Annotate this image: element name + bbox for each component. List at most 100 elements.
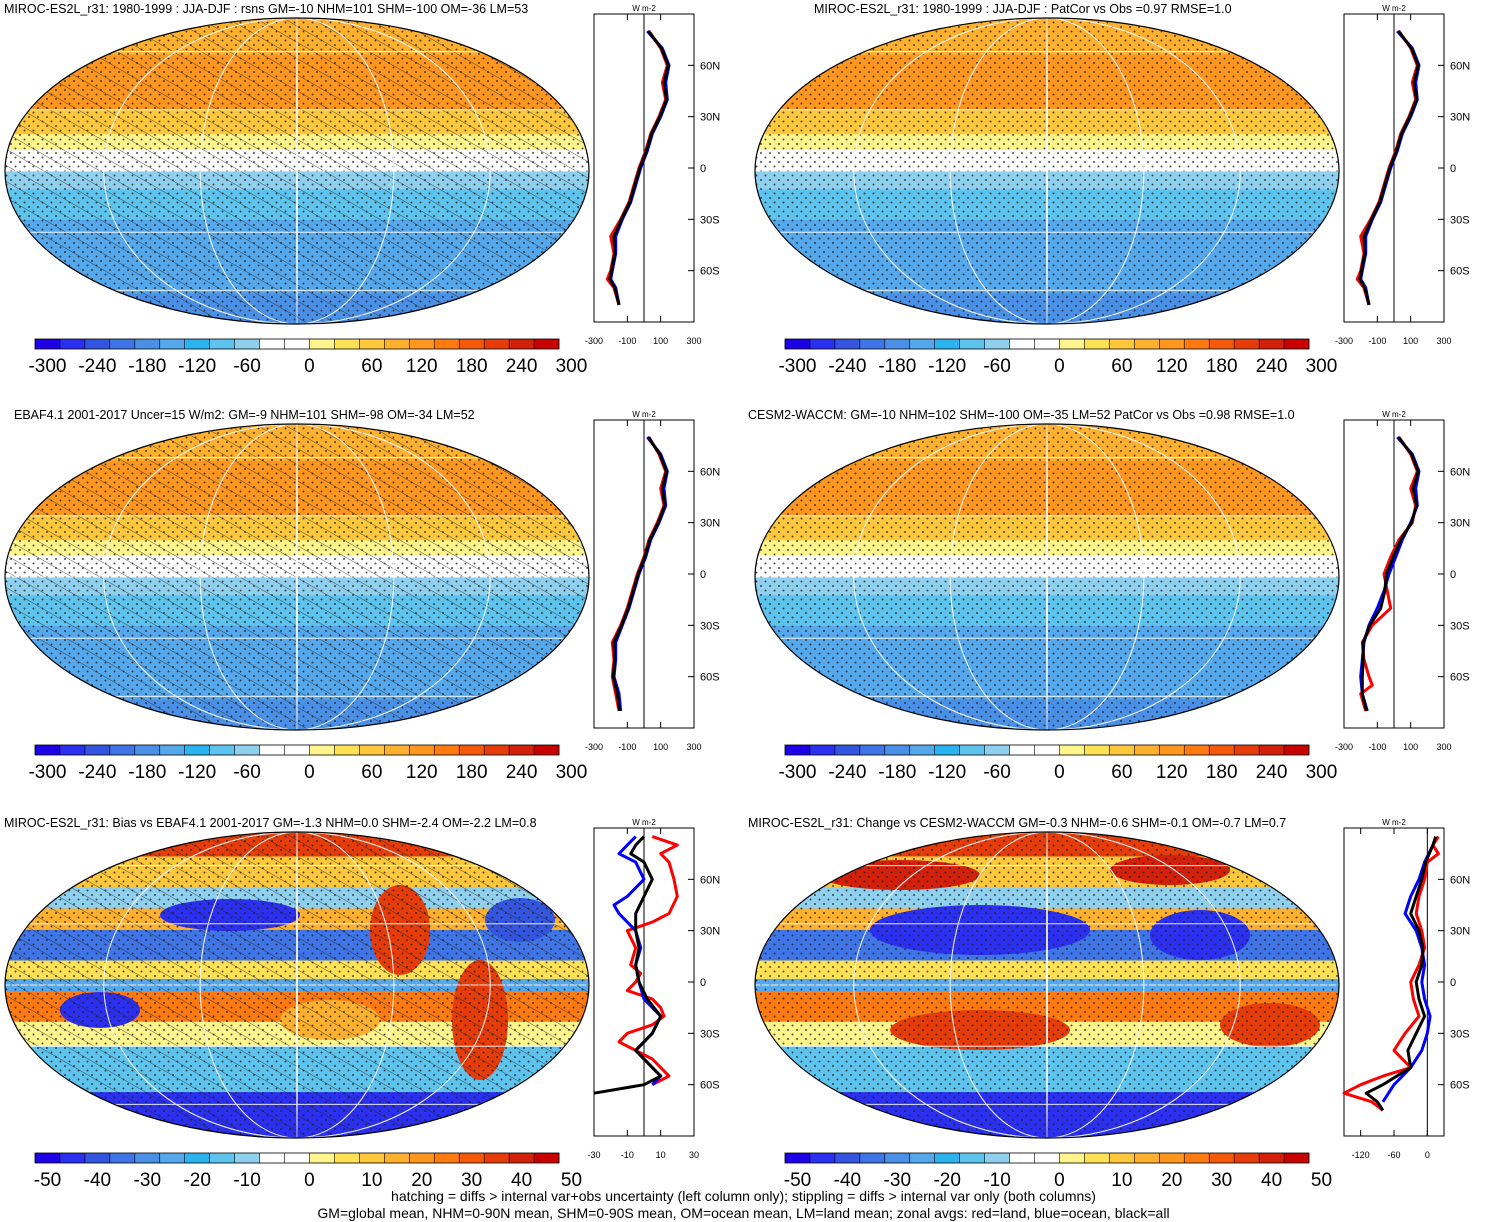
lat-tick-label: 60N	[700, 466, 720, 478]
map-outline	[754, 17, 1340, 325]
colorbar-swatch	[1034, 1153, 1060, 1163]
colorbar-swatch	[109, 745, 136, 755]
colorbar-label: 60	[1111, 356, 1132, 377]
colorbar-swatch	[259, 745, 285, 755]
colorbar-label: 0	[304, 356, 315, 377]
colorbar-swatch	[1184, 745, 1210, 755]
colorbar-swatch	[1209, 745, 1235, 755]
colorbar-swatch	[959, 745, 985, 755]
colorbar-swatch	[859, 745, 886, 755]
lat-tick-label: 0	[1450, 977, 1456, 989]
colorbar-swatch	[284, 745, 310, 755]
colorbar-label: -60	[983, 762, 1010, 783]
colorbar-label: 300	[556, 356, 588, 377]
zonal-mean-plot-0: W m-2 60N 30N 0 30S 60S -300 -100 100 300	[585, 4, 720, 346]
colorbar-swatch	[1284, 1153, 1310, 1163]
units-label: W m-2	[632, 818, 656, 827]
x-tick-label: -100	[1368, 742, 1386, 752]
map-panel-4	[4, 831, 590, 1139]
colorbar-3: -300 -240 -180 -120 -60 0 60 120 180 240 300	[778, 744, 1337, 783]
map-panel-1	[754, 17, 1340, 325]
colorbar-label: 240	[506, 762, 538, 783]
colorbar-label: -240	[828, 762, 866, 783]
zonal-frame	[1343, 827, 1445, 1137]
colorbar-label: 120	[406, 356, 438, 377]
colorbar-4: -50 -40 -30 -20 -10 0 10 20 30 40 50	[34, 1152, 582, 1191]
colorbar-label: -50	[34, 1170, 61, 1191]
map-outline	[754, 831, 1340, 1139]
colorbar-swatch	[1134, 339, 1160, 349]
footer-note-1: hatching = diffs > internal var+obs unce…	[391, 1188, 1096, 1204]
colorbar-label: -40	[834, 1170, 861, 1191]
colorbar-swatch	[884, 1153, 911, 1163]
colorbar-1: -300 -240 -180 -120 -60 0 60 120 180 240 300	[778, 338, 1337, 377]
x-tick-label: -300	[585, 742, 603, 752]
colorbar-swatch	[359, 339, 385, 349]
units-label: W m-2	[1382, 818, 1406, 827]
colorbar-swatch	[434, 339, 460, 349]
colorbar-swatch	[984, 1153, 1010, 1163]
panel-title: MIROC-ES2L_r31: Change vs CESM2-WACCM GM…	[748, 816, 1287, 830]
colorbar-swatch	[309, 745, 335, 755]
colorbar-swatch	[859, 1153, 886, 1163]
colorbar-swatch	[809, 1153, 836, 1163]
x-tick-label: 300	[686, 742, 701, 752]
lat-tick-label: 60S	[1450, 266, 1470, 278]
colorbar-swatch	[109, 1153, 136, 1163]
colorbar-swatch	[35, 745, 61, 755]
colorbar-swatch	[534, 339, 560, 349]
colorbar-label: -10	[233, 1170, 260, 1191]
colorbar-swatch	[909, 339, 936, 349]
colorbar-label: 30	[461, 1170, 482, 1191]
colorbar-swatch	[409, 1153, 435, 1163]
lat-tick-label: 60S	[700, 672, 720, 684]
panel-title: MIROC-ES2L_r31: 1980-1999 : JJA-DJF : Pa…	[814, 2, 1232, 16]
colorbar-swatch	[934, 745, 960, 755]
colorbar-swatch	[134, 745, 161, 755]
colorbar-label: -120	[178, 762, 216, 783]
map-field	[5, 832, 589, 1138]
colorbar-swatch	[1159, 745, 1185, 755]
map-outline	[4, 17, 590, 325]
x-tick-label: 100	[1403, 336, 1418, 346]
colorbar-label: -30	[134, 1170, 161, 1191]
lat-tick-label: 60S	[700, 1080, 720, 1092]
colorbar-label: -240	[78, 762, 116, 783]
lat-tick-label: 0	[1450, 569, 1456, 581]
colorbar-swatch	[109, 339, 136, 349]
colorbar-frame	[784, 338, 1310, 350]
colorbar-swatch	[1134, 745, 1160, 755]
map-outline	[754, 423, 1340, 731]
map-graticule	[5, 18, 589, 324]
zonal-series-black	[608, 30, 670, 306]
colorbar-swatch	[1109, 339, 1135, 349]
colorbar-swatch	[809, 339, 836, 349]
colorbar-swatch	[1159, 339, 1185, 349]
colorbar-label: 240	[506, 356, 538, 377]
colorbar-swatch	[1059, 1153, 1085, 1163]
colorbar-label: -60	[233, 762, 260, 783]
colorbar-label: -60	[233, 356, 260, 377]
colorbar-swatch	[1159, 1153, 1185, 1163]
panel-title: MIROC-ES2L_r31: Bias vs EBAF4.1 2001-201…	[4, 816, 537, 830]
colorbar-label: 50	[561, 1170, 582, 1191]
colorbar-label: 0	[1054, 1170, 1065, 1191]
colorbar-frame	[34, 744, 560, 756]
colorbar-frame	[34, 1152, 560, 1164]
lat-tick-label: 30N	[700, 112, 720, 124]
colorbar-swatch	[334, 339, 360, 349]
colorbar-swatch	[359, 1153, 385, 1163]
colorbar-label: 300	[1306, 762, 1338, 783]
colorbar-label: -240	[828, 356, 866, 377]
lat-tick-label: 30S	[700, 1028, 720, 1040]
colorbar-swatch	[484, 745, 510, 755]
colorbar-swatch	[834, 339, 861, 349]
x-tick-label: 0	[1425, 1150, 1430, 1160]
map-field	[755, 424, 1339, 730]
colorbar-swatch	[1084, 745, 1110, 755]
colorbar-swatch	[159, 339, 186, 349]
x-tick-label: 300	[1436, 336, 1451, 346]
colorbar-swatch	[909, 745, 936, 755]
colorbar-label: 10	[361, 1170, 382, 1191]
footer-note-2: GM=global mean, NHM=0-90N mean, SHM=0-90…	[317, 1205, 1170, 1221]
